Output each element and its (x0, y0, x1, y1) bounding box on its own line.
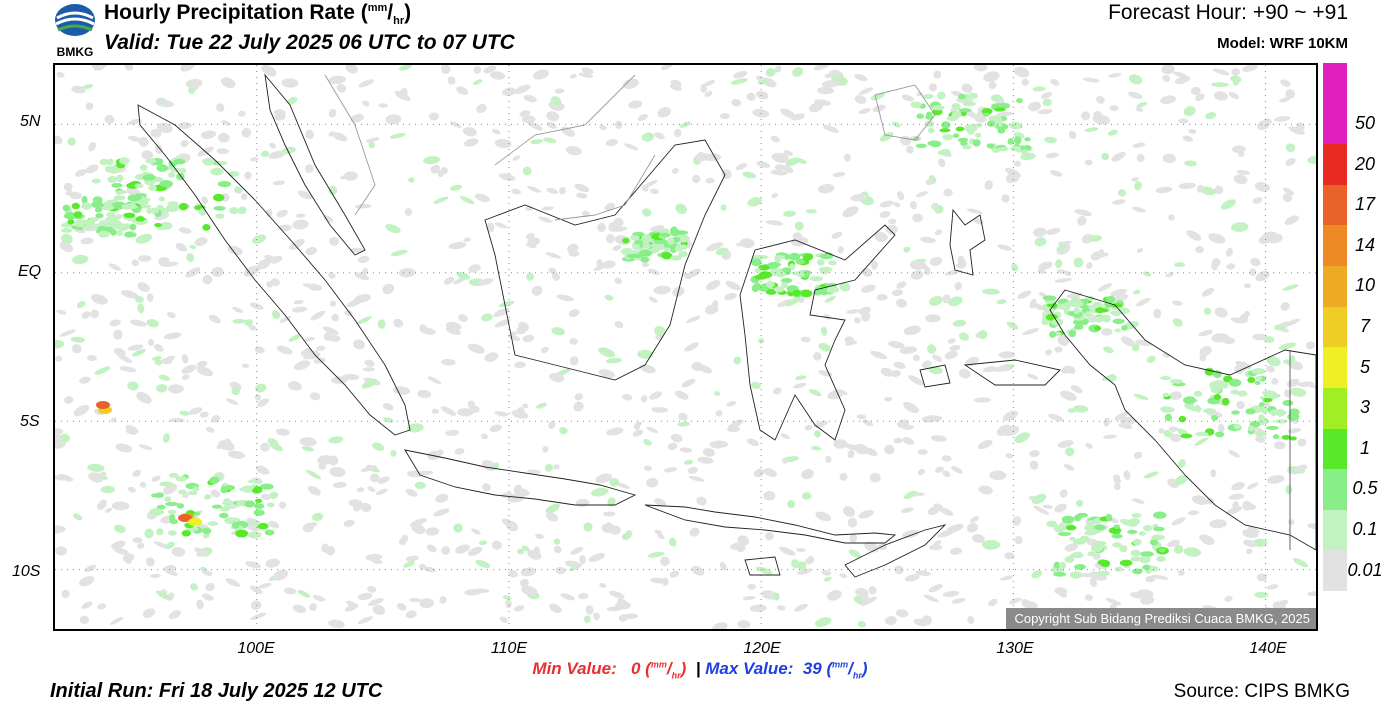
map-canvas (55, 65, 1316, 629)
initial-run: Initial Run: Fri 18 July 2025 12 UTC (50, 680, 383, 702)
lon-label-100e: 100E (237, 640, 275, 657)
buru-coast (919, 364, 951, 388)
legend-box-0.1 (1323, 509, 1347, 551)
graticule (55, 65, 1316, 629)
forecast-hour: Forecast Hour: +90 ~ +91 (1108, 1, 1348, 24)
legend-label-3: 3 (1359, 397, 1370, 418)
legend-box-7 (1323, 306, 1347, 348)
max-value-label: Max Value: 39 (mm/hr) (705, 659, 868, 681)
legend-box-10 (1323, 266, 1347, 307)
lat-label-10s: 10S (12, 563, 41, 580)
svg-text:BMKG: BMKG (57, 45, 94, 59)
legend-label-7: 7 (1359, 316, 1370, 336)
legend-box-5 (1323, 347, 1347, 388)
model-label: Model: WRF 10KM (1217, 35, 1348, 52)
legend-box-top (1323, 63, 1347, 104)
legend-box-50 (1323, 103, 1347, 145)
java-coast (404, 449, 637, 506)
legend-box-14 (1323, 225, 1347, 267)
legend-label-0.5: 0.5 (1352, 478, 1378, 499)
valid-time: Valid: Tue 22 July 2025 06 UTC to 07 UTC (104, 31, 515, 54)
legend-box-0.01 (1323, 550, 1347, 591)
lon-label-130e: 130E (996, 640, 1034, 657)
legend-box-1 (1323, 428, 1347, 470)
legend-box-3 (1323, 387, 1347, 429)
lesser-sunda-coast (644, 504, 897, 544)
chart-title: Hourly Precipitation Rate (mm/hr) (104, 1, 412, 28)
legend-box-20 (1323, 144, 1347, 185)
copyright-notice: Copyright Sub Bidang Prediksi Cuaca BMKG… (1006, 608, 1316, 629)
legend-box-17 (1323, 184, 1347, 226)
bmkg-logo: BMKG (50, 2, 100, 60)
lat-label-5s: 5S (20, 413, 40, 430)
precipitation-map[interactable]: Copyright Sub Bidang Prediksi Cuaca BMKG… (53, 63, 1318, 631)
halmahera-coast (949, 208, 986, 276)
min-value-label: Min Value: 0 (mm/hr) (532, 659, 687, 681)
papua-coast (1049, 289, 1316, 551)
lon-label-140e: 140E (1249, 640, 1287, 657)
coastlines (137, 73, 1316, 578)
legend-label-1: 1 (1359, 437, 1370, 458)
legend-label-20: 20 (1354, 153, 1376, 174)
country-borders (324, 74, 1291, 550)
timor-coast (844, 524, 947, 578)
lat-label-eq: EQ (18, 263, 42, 280)
lon-label-120e: 120E (743, 640, 781, 657)
lat-label-5n: 5N (20, 113, 41, 130)
precipitation-field (55, 65, 1316, 629)
sumatra-coast (137, 104, 411, 436)
legend-label-50: 50 (1354, 112, 1376, 133)
legend-label-5: 5 (1359, 356, 1370, 377)
legend-label-14: 14 (1354, 234, 1376, 255)
legend-label-10: 10 (1354, 275, 1376, 296)
sumba-coast (744, 556, 781, 576)
sulawesi-coast (739, 224, 896, 441)
legend-label-17: 17 (1354, 194, 1376, 215)
lon-label-110e: 110E (490, 640, 528, 657)
color-legend (1323, 63, 1347, 591)
min-max-values: Min Value: 0 (mm/hr) | Max Value: 39 (mm… (532, 659, 868, 681)
seram-coast (963, 359, 1061, 386)
legend-box-0.5 (1323, 469, 1347, 510)
mindanao-coast (874, 84, 936, 141)
legend-label-0.01: 0.01 (1347, 559, 1383, 580)
source-label: Source: CIPS BMKG (1173, 681, 1350, 702)
malay-peninsula-coast (264, 73, 366, 256)
borneo-coast (484, 139, 726, 381)
legend-label-0.1: 0.1 (1352, 519, 1378, 540)
